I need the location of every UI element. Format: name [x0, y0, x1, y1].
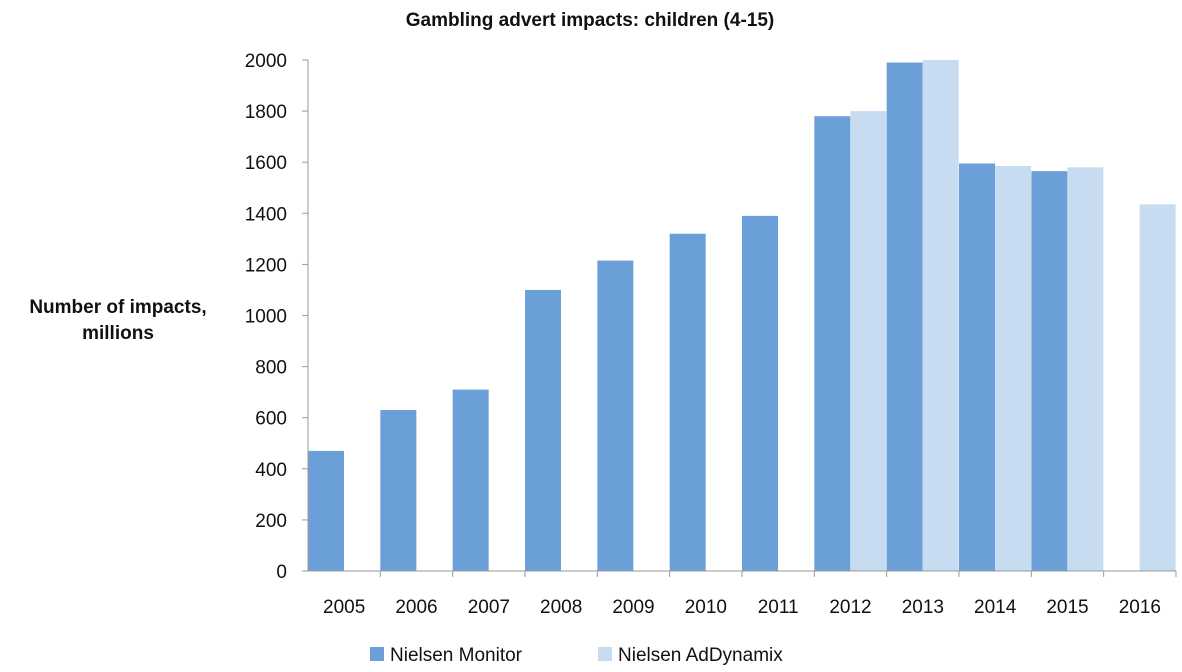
bar-nielsen-monitor-2015 [1031, 171, 1068, 571]
y-tick-label: 600 [255, 409, 287, 430]
legend-swatch-nielsen-monitor [370, 647, 384, 661]
bar-nielsen-monitor-2008 [525, 289, 561, 571]
bar-nielsen-addynamix-2012 [850, 111, 887, 571]
y-tick-label: 0 [276, 562, 287, 583]
x-tick-label-2014: 2014 [974, 597, 1017, 618]
bar-nielsen-monitor-2010 [669, 233, 706, 572]
y-tick-label: 1200 [245, 255, 287, 276]
y-tick-label: 1400 [245, 204, 287, 225]
y-axis-label-line-2: millions [82, 323, 154, 344]
y-axis-ticks: 0 200 400 600 800 1000 1200 1400 1600 1800 2000 [245, 51, 308, 583]
bar-nielsen-monitor-2009 [597, 260, 634, 571]
bars [308, 60, 1176, 572]
x-tick-label-2013: 2013 [902, 597, 944, 618]
x-tick-label-2005: 2005 [323, 597, 365, 618]
y-tick-label: 1800 [245, 102, 287, 123]
bar-nielsen-monitor-2007 [452, 389, 489, 571]
bar-nielsen-monitor-2006 [380, 410, 417, 571]
y-axis-label-line-1: Number of impacts, [29, 297, 206, 318]
legend-swatch-nielsen-addynamix [598, 647, 612, 661]
x-tick-label-2007: 2007 [468, 597, 510, 618]
legend-label-nielsen-addynamix: Nielsen AdDynamix [618, 645, 783, 666]
x-tick-label-2008: 2008 [540, 597, 582, 618]
bar-nielsen-addynamix-2014 [995, 166, 1031, 571]
y-tick-label: 400 [255, 460, 287, 481]
bar-nielsen-monitor-2012 [814, 116, 851, 572]
x-tick-label-2011: 2011 [758, 597, 799, 618]
legend: Nielsen Monitor Nielsen AdDynamix [370, 645, 783, 666]
x-tick-label-2009: 2009 [612, 597, 654, 618]
y-tick-label: 800 [255, 358, 287, 379]
y-tick-label: 2000 [245, 51, 287, 72]
bar-nielsen-addynamix-2013 [922, 60, 959, 571]
x-axis-ticks: 2005 2006 2007 2008 2009 2010 2011 2012 2013 2014… [323, 571, 1177, 618]
bar-nielsen-monitor-2011 [742, 215, 778, 572]
bar-nielsen-monitor-2013 [886, 62, 923, 572]
chart-title: Gambling advert impacts: children (4-15) [406, 10, 774, 31]
bar-nielsen-addynamix-2016 [1139, 204, 1176, 572]
y-tick-label: 200 [255, 511, 287, 532]
x-tick-label-2016: 2016 [1119, 597, 1161, 618]
x-tick-label-2012: 2012 [829, 597, 871, 618]
y-tick-label: 1600 [245, 153, 287, 174]
y-tick-label: 1000 [245, 307, 287, 328]
x-tick-label-2015: 2015 [1046, 597, 1088, 618]
bar-nielsen-addynamix-2015 [1067, 167, 1104, 571]
x-tick-label-2010: 2010 [685, 597, 727, 618]
legend-label-nielsen-monitor: Nielsen Monitor [390, 645, 523, 666]
bar-nielsen-monitor-2005 [308, 450, 344, 571]
bar-nielsen-monitor-2014 [959, 163, 995, 572]
x-tick-label-2006: 2006 [395, 597, 437, 618]
